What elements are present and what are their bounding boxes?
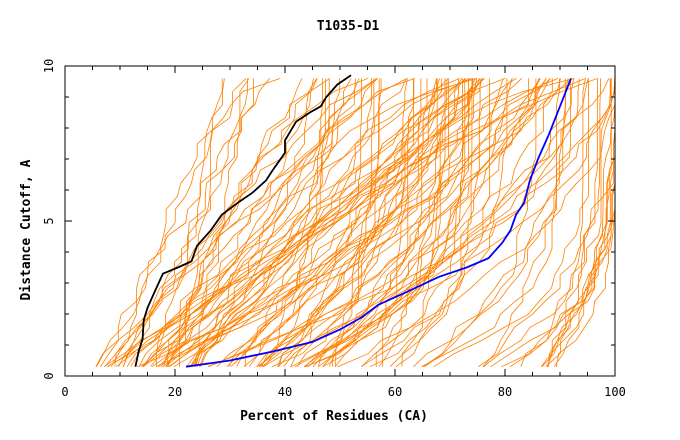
background-series-line — [151, 78, 573, 368]
background-series-line — [375, 78, 438, 367]
background-series-line — [236, 78, 437, 367]
y-tick-label: 0 — [42, 372, 56, 379]
background-series-line — [143, 78, 517, 368]
background-series-line — [322, 78, 449, 368]
background-series-line — [243, 78, 440, 368]
x-tick-label: 40 — [278, 385, 292, 399]
background-series-line — [482, 78, 560, 367]
background-series-line — [99, 78, 247, 367]
background-series-line — [256, 78, 476, 368]
background-series-line — [104, 78, 477, 367]
background-series-line — [433, 78, 589, 368]
background-series-line — [294, 78, 422, 368]
background-series-line — [141, 78, 415, 367]
background-series-line — [155, 78, 225, 367]
y-tick-label: 5 — [42, 217, 56, 224]
background-series-line — [207, 78, 580, 368]
background-series-line — [378, 78, 446, 367]
background-series-line — [520, 78, 586, 367]
background-series-line — [546, 78, 598, 367]
background-series-line — [421, 78, 566, 368]
background-series-line — [107, 78, 463, 368]
background-series-line — [244, 78, 323, 367]
background-series-line — [277, 78, 362, 367]
background-series-line — [401, 78, 448, 367]
background-series-line — [142, 78, 467, 367]
background-series-line — [553, 78, 616, 367]
background-series-line — [360, 78, 508, 368]
background-series-line — [304, 78, 464, 368]
x-tick-label: 100 — [604, 385, 626, 399]
background-series-line — [158, 78, 360, 367]
background-series-line — [361, 78, 466, 367]
background-series-line — [334, 78, 610, 367]
black-series-line — [134, 74, 352, 367]
chart-title: T1035-D1 — [317, 19, 380, 34]
background-series-line — [165, 78, 378, 367]
background-series-line — [142, 78, 318, 367]
background-series-line — [290, 78, 616, 368]
background-series-line — [169, 78, 513, 368]
y-tick-label: 10 — [42, 59, 56, 73]
background-series-line — [335, 78, 547, 367]
background-series-line — [303, 78, 615, 368]
background-series-line — [95, 78, 408, 367]
background-series-line — [389, 78, 481, 367]
background-series-line — [192, 78, 352, 367]
background-series-line — [332, 78, 380, 367]
background-series-line — [261, 78, 437, 367]
background-series-line — [283, 78, 414, 367]
axis-ticks — [64, 65, 616, 377]
background-series-line — [191, 78, 407, 367]
background-series-line — [271, 78, 428, 368]
blue-series-line — [185, 78, 572, 368]
background-series-line — [166, 78, 369, 367]
background-series-line — [369, 78, 490, 368]
background-series-line — [278, 78, 481, 367]
background-series-line — [195, 78, 341, 367]
background-series-line — [155, 78, 540, 368]
background-series-line — [278, 78, 561, 367]
background-series-line — [163, 78, 330, 367]
background-series-line — [328, 78, 375, 367]
background-series-line — [548, 78, 612, 367]
background-series-line — [118, 78, 318, 367]
background-series-line — [318, 78, 574, 368]
background-series-line — [230, 78, 326, 367]
background-series-line — [307, 78, 589, 368]
background-series-line — [122, 78, 254, 367]
background-series-line — [96, 78, 271, 367]
background-series-line — [196, 78, 473, 367]
x-tick-label: 60 — [388, 385, 402, 399]
background-series-line — [424, 78, 571, 368]
background-series-line — [123, 78, 250, 367]
tick-labels: 0 20 40 60 80 100 0 5 10 — [42, 59, 626, 399]
background-series-line — [179, 78, 223, 367]
background-series-line — [114, 78, 281, 367]
background-series-line — [248, 78, 485, 367]
background-series-line — [138, 78, 357, 367]
x-tick-label: 80 — [498, 385, 512, 399]
background-series-line — [395, 78, 473, 368]
background-series-line — [136, 78, 504, 368]
y-axis-label: Distance Cutoff, A — [19, 159, 34, 300]
background-series-line — [228, 78, 372, 367]
background-series-line — [189, 78, 523, 367]
background-series-line — [199, 78, 575, 367]
background-series-line — [304, 78, 513, 368]
background-series-line — [477, 78, 616, 368]
background-series-line — [483, 78, 601, 368]
background-series-line — [143, 78, 586, 367]
x-tick-label: 0 — [61, 385, 68, 399]
background-series-group — [95, 78, 616, 368]
background-series-line — [208, 78, 553, 368]
x-tick-label: 20 — [168, 385, 182, 399]
x-axis-label: Percent of Residues (CA) — [240, 409, 428, 424]
background-series-line — [149, 78, 484, 367]
highlight-series-group — [134, 74, 572, 368]
background-series-line — [545, 78, 612, 367]
background-series-line — [337, 78, 616, 368]
